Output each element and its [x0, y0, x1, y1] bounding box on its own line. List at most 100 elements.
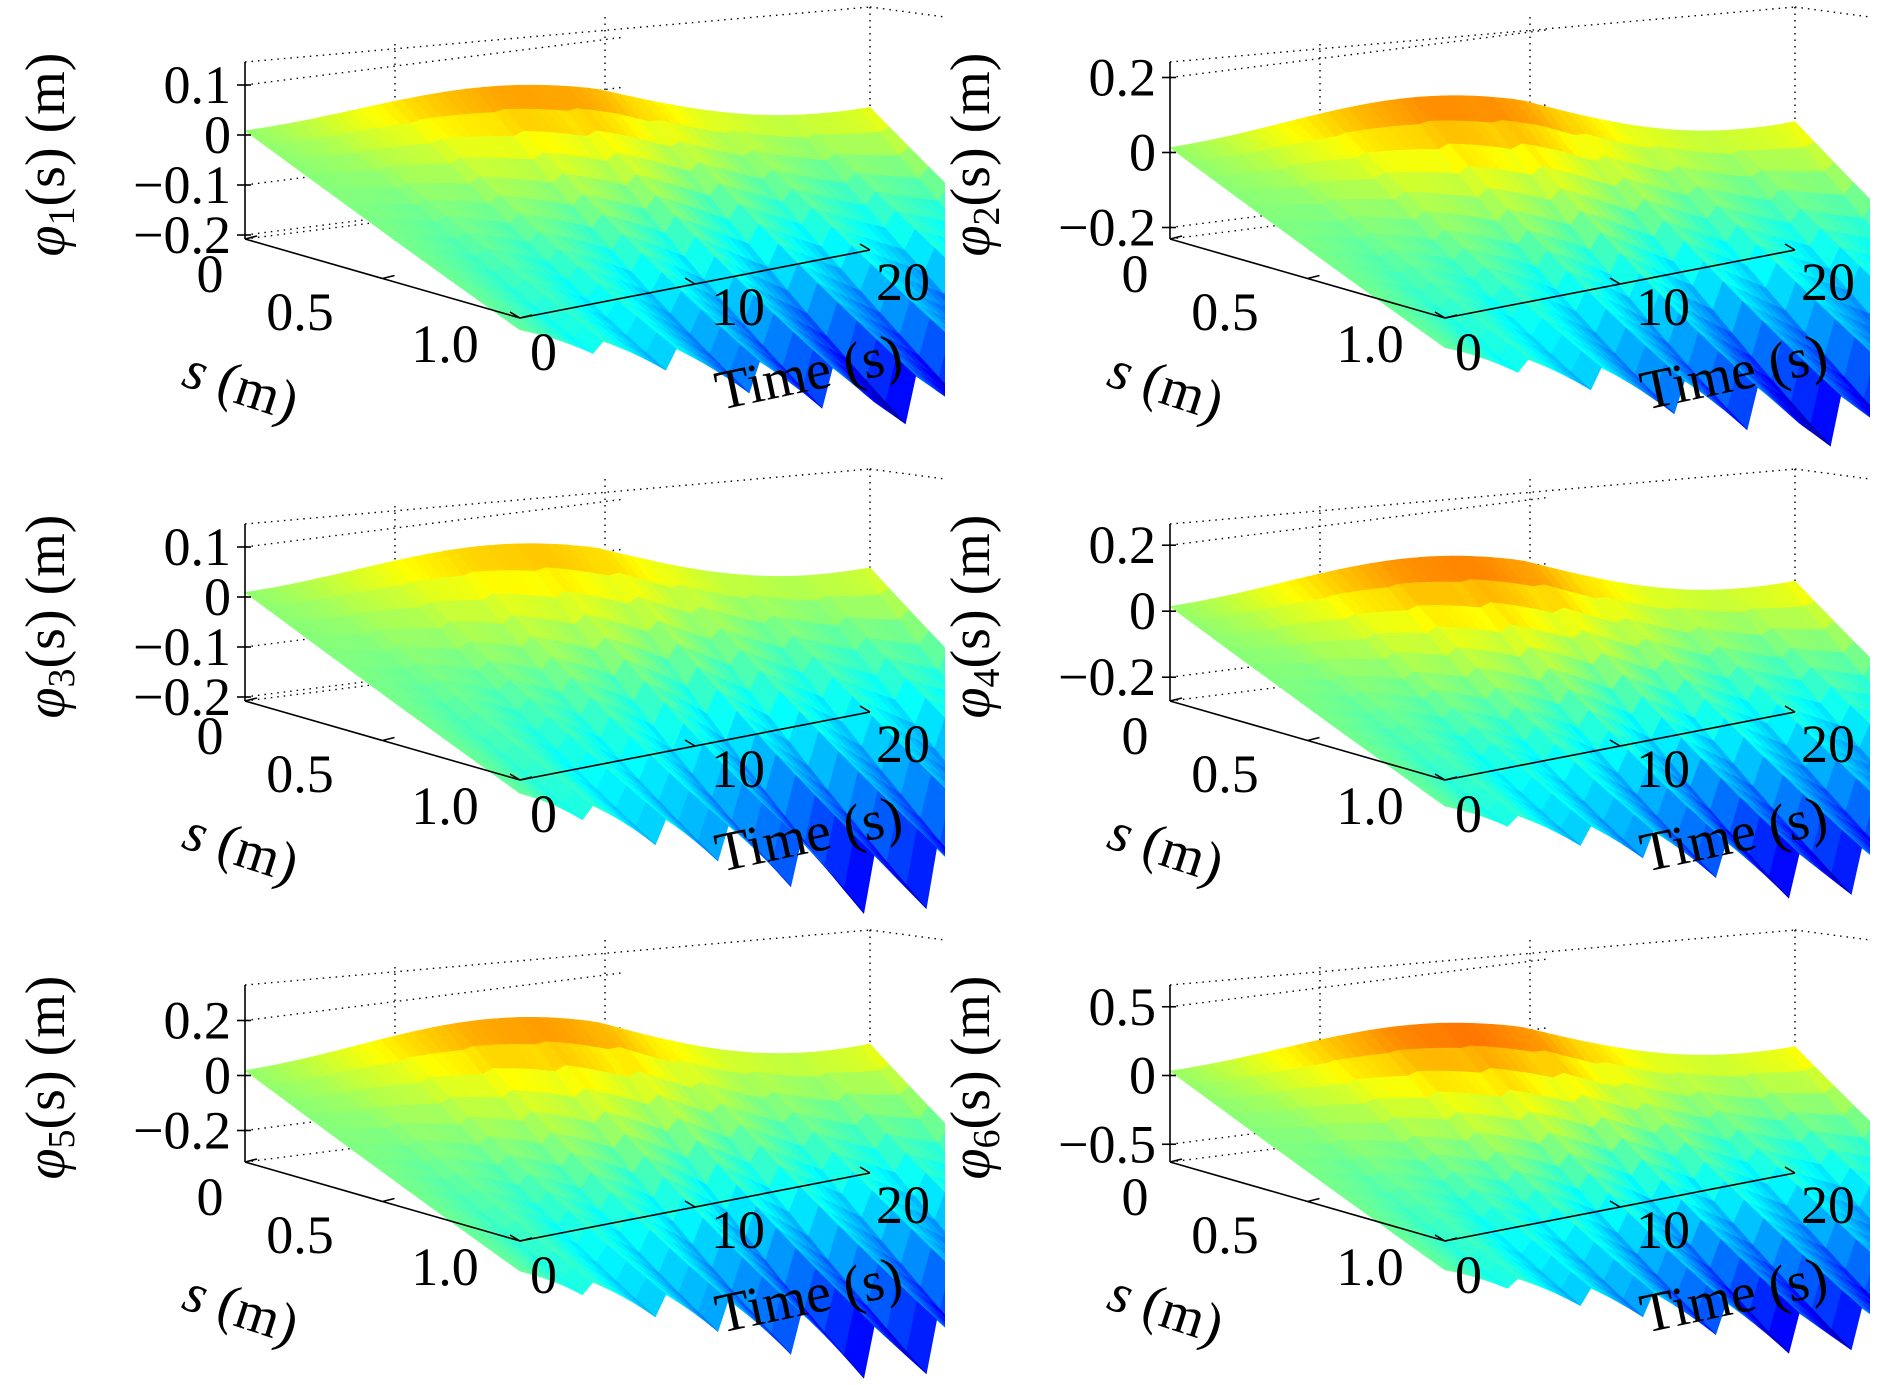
z-tick-label: −0.2: [133, 205, 231, 265]
s-tick-label: 0: [197, 1167, 224, 1227]
z-tick-label: 0: [204, 567, 231, 627]
surface-cell: [500, 1256, 531, 1275]
s-tick-label: 1.0: [1336, 314, 1404, 374]
time-tick-mark: [1434, 773, 1446, 781]
s-axis-label: s (m): [176, 338, 306, 433]
surface-cell: [1863, 373, 1870, 406]
surface-cell: [1859, 723, 1870, 760]
surface-cell: [1425, 333, 1456, 351]
z-tick-label: 0: [1129, 123, 1156, 183]
time-tick-mark: [859, 1166, 871, 1174]
s-tick-mark: [382, 274, 395, 280]
surface-cell: [934, 1192, 945, 1233]
surface-cell: [1864, 815, 1870, 839]
z-tick-label: 0.2: [1089, 48, 1157, 108]
time-tick-label: 0: [1455, 322, 1482, 382]
s-tick-mark: [244, 697, 258, 702]
time-tick-label: 0: [530, 322, 557, 382]
time-tick-mark: [1784, 705, 1796, 713]
z-tick-label: 0.2: [164, 991, 232, 1051]
surface-mesh: [1169, 555, 1870, 899]
z-axis-label: φ3(s) (m): [15, 515, 83, 719]
z-axis-label: φ2(s) (m): [940, 53, 1008, 257]
surface-cell: [1862, 207, 1870, 227]
time-tick-mark: [1434, 311, 1446, 319]
surface-cell: [1425, 791, 1456, 809]
z-tick-label: 0: [204, 1046, 231, 1106]
s-tick-mark: [244, 1158, 258, 1163]
z-axis-label: φ4(s) (m): [940, 515, 1008, 719]
surface-cell: [1859, 1186, 1870, 1220]
time-tick-label: 20: [876, 252, 930, 312]
s-tick-label: 1.0: [411, 1237, 479, 1297]
s-tick-label: 0.5: [266, 744, 334, 804]
surface-cell: [500, 778, 531, 797]
time-tick-label: 20: [1801, 714, 1855, 774]
s-tick-mark: [1444, 776, 1458, 781]
z-tick-label: 0: [1129, 581, 1156, 641]
time-tick-label: 20: [876, 1175, 930, 1235]
surface-cell: [937, 657, 945, 679]
axes: [1162, 62, 1796, 319]
z-tick-label: −0.2: [1058, 198, 1156, 258]
s-tick-label: 0: [197, 706, 224, 766]
time-tick-mark: [509, 773, 521, 781]
s-tick-label: 0: [1122, 706, 1149, 766]
axes: [237, 62, 871, 319]
time-tick-mark: [684, 1200, 696, 1208]
s-tick-mark: [1169, 697, 1183, 702]
surface-mesh: [244, 1016, 945, 1379]
time-tick-mark: [684, 739, 696, 747]
surface-cell: [1864, 1274, 1870, 1296]
surface-chart-2: 0.2 0 −0.2 0 0.5 1.0 0 10 20 φ2(s) (m) s (m) Time (…: [925, 0, 1870, 462]
z-tick-label: −0.1: [133, 617, 231, 677]
s-tick-mark: [1444, 314, 1458, 319]
z-tick-label: −0.2: [133, 1101, 231, 1161]
time-tick-label: 20: [876, 714, 930, 774]
time-tick-label: 10: [711, 1200, 765, 1260]
z-tick-label: −0.2: [133, 667, 231, 727]
z-tick-label: 0: [204, 105, 231, 165]
s-tick-mark: [1307, 736, 1320, 742]
surface-mesh: [1169, 95, 1870, 447]
surface-cell: [939, 818, 945, 849]
axes: [237, 985, 871, 1242]
time-tick-mark: [509, 1234, 521, 1242]
z-axis-label: φ5(s) (m): [15, 976, 83, 1180]
s-tick-label: 0.5: [266, 282, 334, 342]
time-tick-label: 10: [711, 277, 765, 337]
surface-cell: [500, 315, 531, 333]
z-tick-label: −0.2: [1058, 647, 1156, 707]
s-tick-mark: [519, 776, 533, 781]
time-tick-label: 20: [1801, 252, 1855, 312]
surface-chart-3: 0.1 0 −0.1 −0.2 0 0.5 1.0 0 10 20 φ3(s) (m) s (m) Ti…: [0, 462, 945, 924]
s-tick-label: 0.5: [1191, 282, 1259, 342]
z-tick-label: −0.1: [133, 155, 231, 215]
z-tick-label: 0.1: [164, 517, 232, 577]
surface-mesh: [244, 84, 945, 425]
surface-cell: [937, 1132, 945, 1153]
s-tick-label: 0.5: [266, 1205, 334, 1265]
surface-chart-1: 0.1 0 −0.1 −0.2 0 0.5 1.0 0 10 20 φ1(s) (m) s (m) Ti…: [0, 0, 945, 462]
surface-cell: [1862, 665, 1870, 684]
surface-cell: [939, 1288, 945, 1316]
surface-cell: [1862, 1128, 1870, 1146]
time-tick-label: 10: [1636, 739, 1690, 799]
time-tick-label: 0: [1455, 784, 1482, 844]
z-axis-label: φ1(s) (m): [15, 53, 83, 257]
s-tick-label: 1.0: [1336, 776, 1404, 836]
s-tick-mark: [519, 314, 533, 319]
time-tick-mark: [1784, 243, 1796, 251]
z-tick-label: 0.1: [164, 55, 232, 115]
s-tick-label: 1.0: [411, 776, 479, 836]
time-tick-label: 10: [711, 739, 765, 799]
time-tick-mark: [1609, 739, 1621, 747]
s-axis-label: s (m): [1101, 800, 1231, 895]
